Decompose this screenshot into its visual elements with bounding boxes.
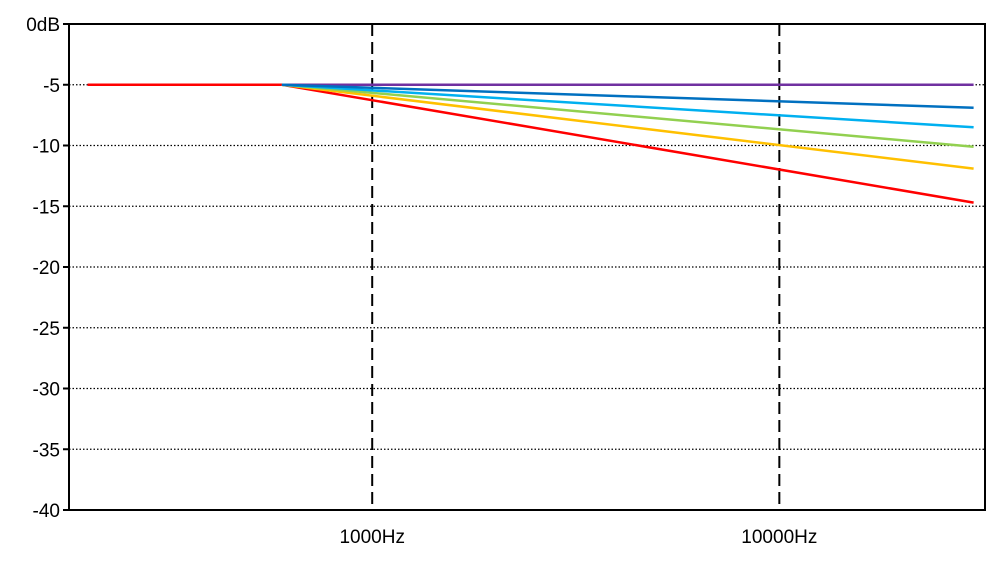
y-tick-label: -25: [33, 319, 60, 340]
series-line-5: [281, 83, 974, 129]
tick-labels: 0dB -5 -10 -15 -20 -25 -30 -35 -40 1000Hz 10000Hz: [26, 15, 817, 548]
y-tick-label: -40: [33, 501, 60, 522]
x-tick-label: 1000Hz: [339, 527, 405, 548]
y-tick-label: -30: [33, 380, 60, 401]
series-line-4: [281, 83, 974, 148]
y-tick-label: 0dB: [26, 15, 60, 36]
tick-layer: [63, 23, 69, 511]
series-layer: [87, 83, 974, 204]
y-tick-label: -15: [33, 197, 60, 218]
x-tick-label: 10000Hz: [741, 527, 817, 548]
series-line-3: [281, 83, 974, 170]
y-tick-label: -5: [43, 76, 60, 97]
y-tick-label: -35: [33, 440, 60, 461]
series-line-6: [281, 83, 974, 110]
y-tick-label: -20: [33, 258, 60, 279]
grid-layer: [69, 24, 985, 510]
y-tick-label: -10: [33, 137, 60, 158]
